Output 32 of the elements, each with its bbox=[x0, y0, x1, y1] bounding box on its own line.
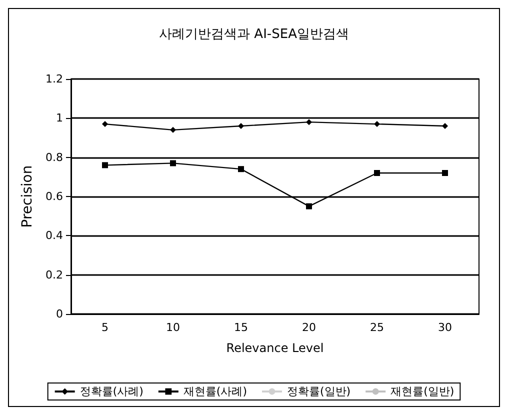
x-tick-label: 20 bbox=[302, 321, 316, 334]
y-tick-label: 0 bbox=[56, 308, 63, 320]
legend-label: 정확률(일반) bbox=[287, 385, 351, 398]
y-tick-label: 1 bbox=[56, 112, 63, 125]
y-tick-label: 0.6 bbox=[46, 190, 63, 203]
y-axis-title: Precision bbox=[20, 165, 36, 228]
point bbox=[374, 170, 380, 176]
x-tick-label: 30 bbox=[438, 321, 452, 334]
legend-label: 정확률(사례) bbox=[80, 385, 144, 398]
y-tick-label: 0.2 bbox=[46, 268, 63, 282]
point bbox=[238, 166, 244, 172]
legend-label: 재현률(일반) bbox=[390, 385, 454, 398]
point bbox=[306, 203, 312, 210]
y-tick-label: 1.2 bbox=[46, 72, 63, 86]
y-tick-label: 0.8 bbox=[46, 150, 63, 164]
legend-label: 재현률(사례) bbox=[183, 385, 248, 398]
x-tick-label: 10 bbox=[166, 321, 180, 334]
y-tick-label: 0.4 bbox=[46, 229, 63, 242]
x-axis-title: Relevance Level bbox=[226, 341, 324, 355]
point bbox=[306, 119, 312, 126]
point bbox=[442, 170, 448, 176]
x-tick-label: 5 bbox=[102, 321, 108, 334]
point bbox=[102, 121, 108, 128]
point bbox=[170, 160, 176, 166]
point bbox=[238, 123, 244, 129]
point bbox=[170, 126, 176, 133]
x-tick-label: 25 bbox=[370, 321, 384, 334]
point bbox=[374, 121, 380, 128]
x-tick-label: 15 bbox=[234, 321, 248, 334]
point bbox=[442, 123, 448, 129]
chart-title: 사례기반검색과 AI-SEA일반검색 bbox=[159, 27, 349, 42]
point bbox=[102, 162, 108, 168]
